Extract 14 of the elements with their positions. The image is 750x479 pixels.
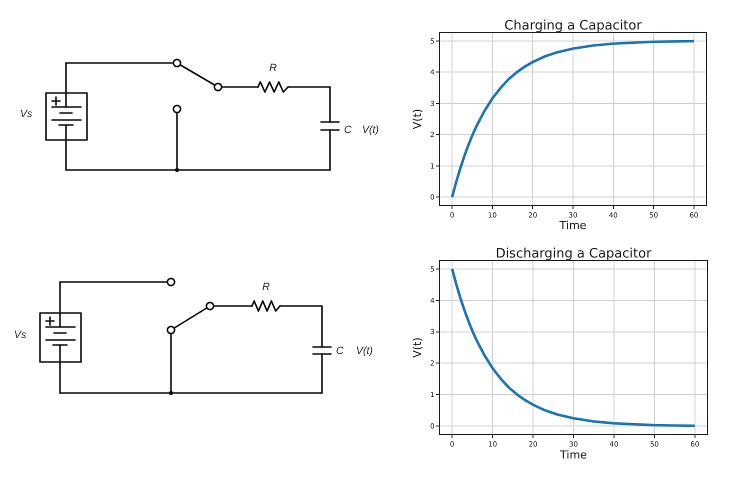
text: C <box>336 344 344 357</box>
text: Vs <box>20 108 34 120</box>
y-axis-title: V(t) <box>410 108 424 130</box>
x-axis-title: Time <box>558 219 587 232</box>
line-series <box>450 268 696 428</box>
text: Vs <box>14 328 28 341</box>
text: V(t) <box>356 344 373 357</box>
chart-title: Charging a Capacitor <box>504 18 642 34</box>
line-series <box>450 40 696 198</box>
chart-title: Discharging a Capacitor <box>496 246 652 262</box>
y-axis-title: V(t) <box>410 337 424 358</box>
text: V(t) <box>362 124 379 136</box>
text: C <box>344 124 352 136</box>
x-axis-title: Time <box>559 448 588 462</box>
